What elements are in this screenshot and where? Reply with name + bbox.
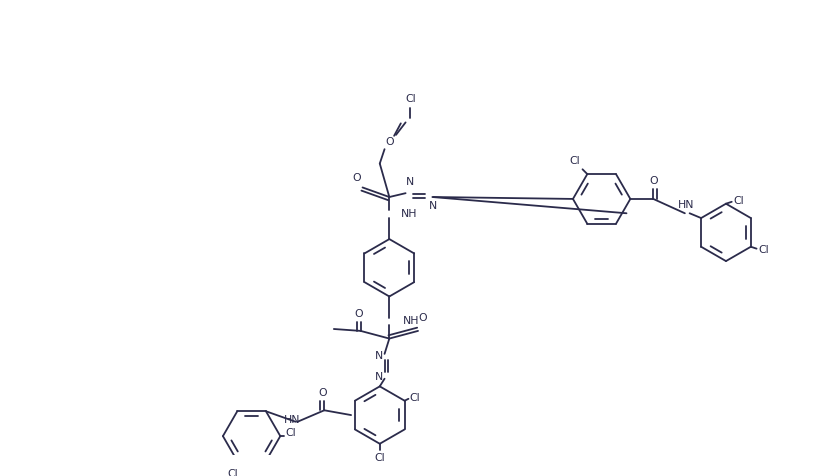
- Text: O: O: [354, 309, 363, 319]
- Text: N: N: [428, 201, 436, 211]
- Text: HN: HN: [677, 200, 694, 210]
- Text: NH: NH: [400, 209, 417, 219]
- Text: Cl: Cl: [732, 196, 743, 206]
- Text: Cl: Cl: [227, 468, 237, 476]
- Text: O: O: [352, 173, 360, 183]
- Text: Cl: Cl: [405, 94, 415, 104]
- Text: NH: NH: [402, 317, 419, 327]
- Text: Cl: Cl: [409, 393, 420, 403]
- Text: Cl: Cl: [757, 245, 768, 255]
- Text: N: N: [374, 351, 382, 361]
- Text: O: O: [648, 177, 657, 187]
- Text: N: N: [405, 178, 414, 188]
- Text: Cl: Cl: [374, 453, 385, 463]
- Text: Cl: Cl: [285, 428, 295, 438]
- Text: HN: HN: [283, 415, 300, 425]
- Text: N: N: [374, 372, 382, 382]
- Text: Cl: Cl: [568, 157, 579, 167]
- Text: O: O: [385, 138, 393, 148]
- Text: O: O: [418, 313, 426, 323]
- Text: O: O: [318, 388, 326, 398]
